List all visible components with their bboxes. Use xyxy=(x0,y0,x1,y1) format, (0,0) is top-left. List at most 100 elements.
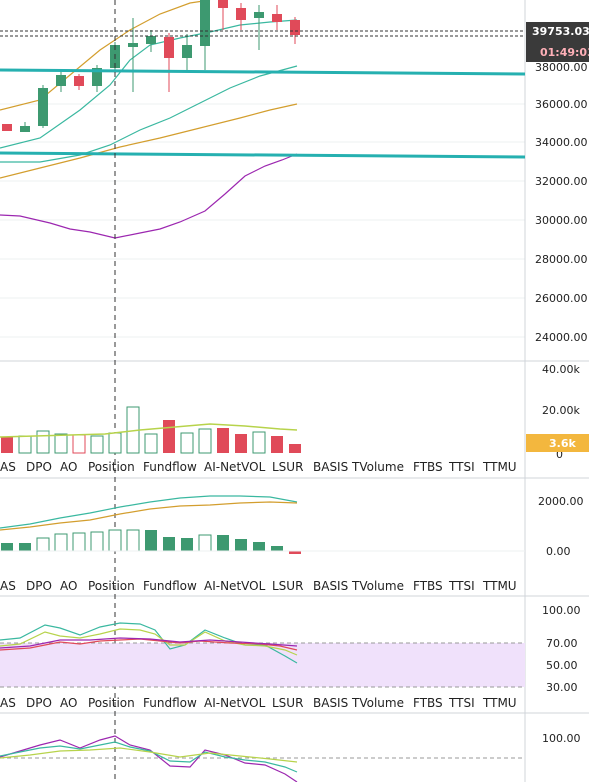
pane2-histogram-bar xyxy=(217,535,229,551)
pane2-histogram-bar xyxy=(108,529,122,552)
price-axis-label: 30000.00 xyxy=(535,214,588,227)
pane3-axis-label: 50.00 xyxy=(546,659,578,672)
indicator-tab-fundflow[interactable]: Fundflow xyxy=(143,460,197,474)
indicator-tab-ttsi[interactable]: TTSI xyxy=(448,579,475,593)
indicator-tab-ttmu[interactable]: TTMU xyxy=(482,696,517,710)
volume-bar xyxy=(252,431,266,454)
volume-bar xyxy=(36,430,50,454)
current-volume-value: 3.6k xyxy=(549,437,576,450)
pane2-line-teal xyxy=(0,495,298,529)
indicator-tab-ai-netvol[interactable]: AI-NetVOL xyxy=(204,579,266,593)
indicator-tab-lsur[interactable]: LSUR xyxy=(272,579,303,593)
candle-body xyxy=(200,0,210,46)
pane4-line-purple xyxy=(0,735,298,782)
pane2-histogram xyxy=(1,529,301,554)
pane2-histogram-bar xyxy=(36,537,50,552)
indicator-tab-dpo[interactable]: DPO xyxy=(26,696,52,710)
ma-teal-slow xyxy=(0,65,298,163)
price-axis-label: 34000.00 xyxy=(535,136,588,149)
pane2-histogram-bar xyxy=(289,551,301,554)
indicator-tab-ttmu[interactable]: TTMU xyxy=(482,460,517,474)
volume-bar xyxy=(163,420,175,453)
price-axis[interactable]: 38000.00 36000.00 34000.00 32000.00 3000… xyxy=(535,61,588,344)
indicator-tab-ttmu[interactable]: TTMU xyxy=(482,579,517,593)
volume-bar xyxy=(72,434,86,454)
volume-axis-label: 20.00k xyxy=(542,404,580,417)
current-volume-badge: 3.6k xyxy=(526,434,589,452)
indicator-tab-ao[interactable]: AO xyxy=(60,696,77,710)
resistance-trendline[interactable] xyxy=(0,68,526,76)
indicator-tab-basis[interactable]: BASIS xyxy=(313,696,348,710)
ma-purple xyxy=(0,153,298,239)
volume-axis[interactable]: 40.00k 20.00k 0 xyxy=(542,363,580,461)
indicator-tab-fundflow[interactable]: Fundflow xyxy=(143,696,197,710)
pane2-histogram-bar xyxy=(145,530,157,551)
price-grid xyxy=(0,103,525,338)
pane2-histogram-bar xyxy=(90,531,104,552)
pane3-axis-label: 30.00 xyxy=(546,681,578,694)
indicator-tab-ftbs[interactable]: FTBS xyxy=(413,696,443,710)
indicator-tab-lsur[interactable]: LSUR xyxy=(272,460,303,474)
price-axis-label: 26000.00 xyxy=(535,292,588,305)
volume-ma-line xyxy=(0,423,298,438)
indicator-tab-as[interactable]: AS xyxy=(0,696,16,710)
indicator-tab-dpo[interactable]: DPO xyxy=(26,460,52,474)
pane3-axis[interactable]: 100.00 70.00 50.00 30.00 xyxy=(542,604,581,694)
indicator-tab-bar-2: AS DPO AO Position Fundflow AI-NetVOL LSUR BASI… xyxy=(0,579,517,593)
indicator-tab-ftbs[interactable]: FTBS xyxy=(413,579,443,593)
candle-body xyxy=(254,12,264,18)
candle-body xyxy=(218,0,228,8)
indicator-tab-ao[interactable]: AO xyxy=(60,579,77,593)
pane2-histogram-bar xyxy=(271,546,283,551)
indicator-tab-position[interactable]: Position xyxy=(88,696,135,710)
indicator-tab-lsur[interactable]: LSUR xyxy=(272,696,303,710)
pane2-histogram-bar xyxy=(126,529,140,552)
rsi-band xyxy=(0,643,525,687)
volume-bar xyxy=(18,435,32,454)
indicator-tab-tvolume[interactable]: TVolume xyxy=(351,460,404,474)
pane4-axis[interactable]: 100.00 xyxy=(542,732,581,745)
indicator-tab-ai-netvol[interactable]: AI-NetVOL xyxy=(204,460,266,474)
indicator-tab-ttsi[interactable]: TTSI xyxy=(448,696,475,710)
indicator-tab-dpo[interactable]: DPO xyxy=(26,579,52,593)
indicator-tab-bar-1: AS DPO AO Position Fundflow AI-NetVOL LSUR BASI… xyxy=(0,460,517,474)
candle-body xyxy=(236,8,246,20)
candle-body xyxy=(56,75,66,86)
indicator-tab-position[interactable]: Position xyxy=(88,460,135,474)
price-axis-label: 32000.00 xyxy=(535,175,588,188)
indicator-tab-ftbs[interactable]: FTBS xyxy=(413,460,443,474)
pane2-histogram-bar xyxy=(235,539,247,551)
indicator-tab-ai-netvol[interactable]: AI-NetVOL xyxy=(204,696,266,710)
pane4-line-olive xyxy=(0,747,298,763)
indicator-tab-tvolume[interactable]: TVolume xyxy=(351,696,404,710)
candle-body xyxy=(164,37,174,58)
pane2-histogram-bar xyxy=(163,537,175,551)
support-trendline[interactable] xyxy=(0,151,526,159)
pane2-histogram-bar xyxy=(19,543,31,551)
indicator-tab-ttsi[interactable]: TTSI xyxy=(448,460,475,474)
volume-axis-label: 40.00k xyxy=(542,363,580,376)
indicator-tab-as[interactable]: AS xyxy=(0,579,16,593)
bar-countdown: 01:49:03 xyxy=(540,46,589,59)
volume-bar xyxy=(108,432,122,454)
indicator-tab-position[interactable]: Position xyxy=(88,579,135,593)
indicator-tab-tvolume[interactable]: TVolume xyxy=(351,579,404,593)
price-axis-label: 24000.00 xyxy=(535,331,588,344)
indicator-tab-ao[interactable]: AO xyxy=(60,460,77,474)
pane2-axis[interactable]: 2000.00 0.00 xyxy=(538,495,584,558)
candle-body xyxy=(92,68,102,86)
pane2-histogram-bar xyxy=(198,534,212,552)
indicator-tab-as[interactable]: AS xyxy=(0,460,16,474)
candle-body xyxy=(128,43,138,47)
candle-body xyxy=(290,20,300,35)
volume-bar xyxy=(180,432,194,454)
pane2-histogram-bar xyxy=(72,532,86,552)
indicator-tab-fundflow[interactable]: Fundflow xyxy=(143,579,197,593)
candle-body xyxy=(2,124,12,131)
pane2-line-orange xyxy=(0,501,298,531)
indicator-tab-basis[interactable]: BASIS xyxy=(313,579,348,593)
indicator-tab-basis[interactable]: BASIS xyxy=(313,460,348,474)
ma-teal-fast xyxy=(0,19,298,149)
pane2-histogram-bar xyxy=(181,538,193,551)
